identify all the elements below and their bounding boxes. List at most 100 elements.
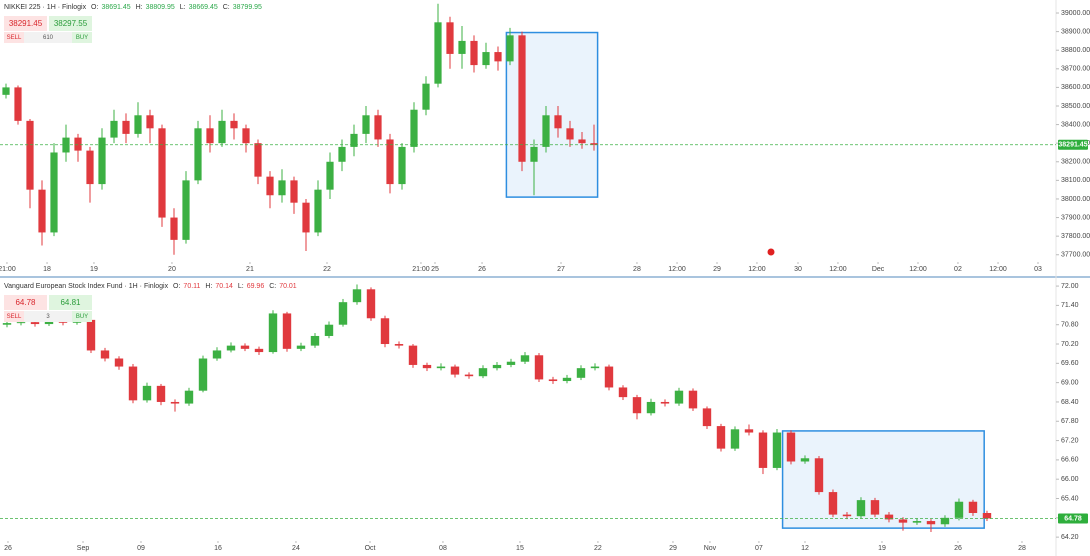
candle-body	[912, 521, 922, 523]
price-label-bg	[1058, 513, 1088, 524]
sell-button[interactable]: SELL	[4, 32, 24, 43]
candle-body	[842, 514, 852, 517]
candle-body	[170, 217, 178, 240]
candle-body	[366, 289, 376, 319]
candle-body	[422, 83, 430, 110]
sell-price[interactable]: 64.78	[4, 295, 47, 310]
spread: 3	[24, 311, 72, 322]
ohlc-value: 38799.95	[232, 4, 262, 11]
candle-body	[870, 500, 880, 515]
candle-body	[296, 345, 306, 349]
event-marker[interactable]	[767, 248, 775, 256]
candle-body	[16, 322, 26, 324]
candle-body	[576, 368, 586, 378]
candle-body	[100, 350, 110, 359]
candle-body	[128, 366, 138, 401]
candle-body	[688, 390, 698, 409]
candle-body	[660, 401, 670, 404]
ohlc-label: O:	[91, 4, 99, 11]
candle-body	[506, 361, 516, 365]
candle-body	[482, 52, 490, 66]
candle-body	[436, 366, 446, 369]
y-tick-label: 38600.00	[1061, 84, 1090, 91]
buy-price[interactable]: 38297.55	[49, 16, 92, 31]
ohlc-label: C:	[222, 4, 230, 11]
x-tick-label: 26	[954, 545, 962, 552]
y-tick-label: 38900.00	[1061, 28, 1090, 35]
candle-body	[772, 432, 782, 468]
candle-body	[458, 40, 466, 54]
candle-body	[310, 335, 320, 346]
candle-body	[302, 202, 310, 233]
ohlc-value: 38809.95	[145, 4, 175, 11]
candle-body	[758, 432, 768, 468]
candle-body	[478, 368, 488, 377]
candle-body	[350, 133, 358, 147]
candle-body	[408, 345, 418, 365]
candle-body	[884, 514, 894, 520]
candle-body	[398, 146, 406, 185]
candle-body	[146, 115, 154, 129]
candle-body	[578, 139, 586, 144]
candle-body	[450, 366, 460, 375]
candle-body	[156, 385, 166, 402]
x-tick-label: 28	[633, 266, 641, 273]
x-tick-label: 09	[137, 545, 145, 552]
candle-body	[58, 321, 68, 323]
candle-body	[362, 115, 370, 134]
candle-body	[266, 176, 274, 196]
candle-body	[518, 35, 526, 162]
buy-price[interactable]: 64.81	[49, 295, 92, 310]
candle-body	[434, 22, 442, 84]
candle-body	[86, 319, 96, 351]
ohlc-label: L:	[237, 283, 244, 290]
candle-body	[194, 128, 202, 181]
y-tick-label: 69.00	[1061, 379, 1079, 386]
x-tick-label: 21:00	[0, 266, 16, 273]
x-tick-label: 24	[292, 545, 300, 552]
x-tick-label: 19	[90, 266, 98, 273]
y-tick-label: 70.80	[1061, 322, 1079, 329]
candle-body	[2, 87, 10, 95]
y-tick-label: 37900.00	[1061, 214, 1090, 221]
candle-body	[352, 289, 362, 303]
candle-body	[542, 115, 550, 147]
buy-button[interactable]: BUY	[72, 32, 92, 43]
candle-body	[198, 358, 208, 391]
buy-button[interactable]: BUY	[72, 311, 92, 322]
candle-body	[338, 302, 348, 325]
candle-body	[386, 139, 394, 185]
x-tick-label: 25	[431, 266, 439, 273]
candle-body	[506, 35, 514, 62]
sell-button[interactable]: SELL	[4, 311, 24, 322]
candle-body	[380, 318, 390, 345]
candle-body	[184, 390, 194, 404]
x-tick-label: 15	[516, 545, 524, 552]
candle-body	[646, 401, 656, 414]
x-tick-label: Nov	[704, 545, 717, 552]
x-tick-label: 29	[669, 545, 677, 552]
sell-price[interactable]: 38291.45	[4, 16, 47, 31]
ohlc-value: 70.11	[183, 283, 201, 290]
candle-body	[290, 180, 298, 203]
candle-body	[618, 387, 628, 398]
candle-body	[604, 366, 614, 388]
candle-body	[38, 189, 46, 233]
y-tick-label: 38400.00	[1061, 121, 1090, 128]
candle-body	[30, 322, 40, 325]
x-tick-label: 20	[168, 266, 176, 273]
candle-body	[464, 374, 474, 377]
candle-body	[730, 429, 740, 449]
candle-body	[212, 350, 222, 359]
x-tick-label: 08	[439, 545, 447, 552]
x-tick-label: 03	[1034, 266, 1042, 273]
candle-body	[562, 377, 572, 382]
x-tick-label: 16	[214, 545, 222, 552]
y-tick-label: 68.40	[1061, 399, 1079, 406]
candle-body	[492, 364, 502, 369]
y-tick-label: 66.60	[1061, 457, 1079, 464]
candle-body	[968, 501, 978, 513]
candle-body	[520, 355, 530, 362]
